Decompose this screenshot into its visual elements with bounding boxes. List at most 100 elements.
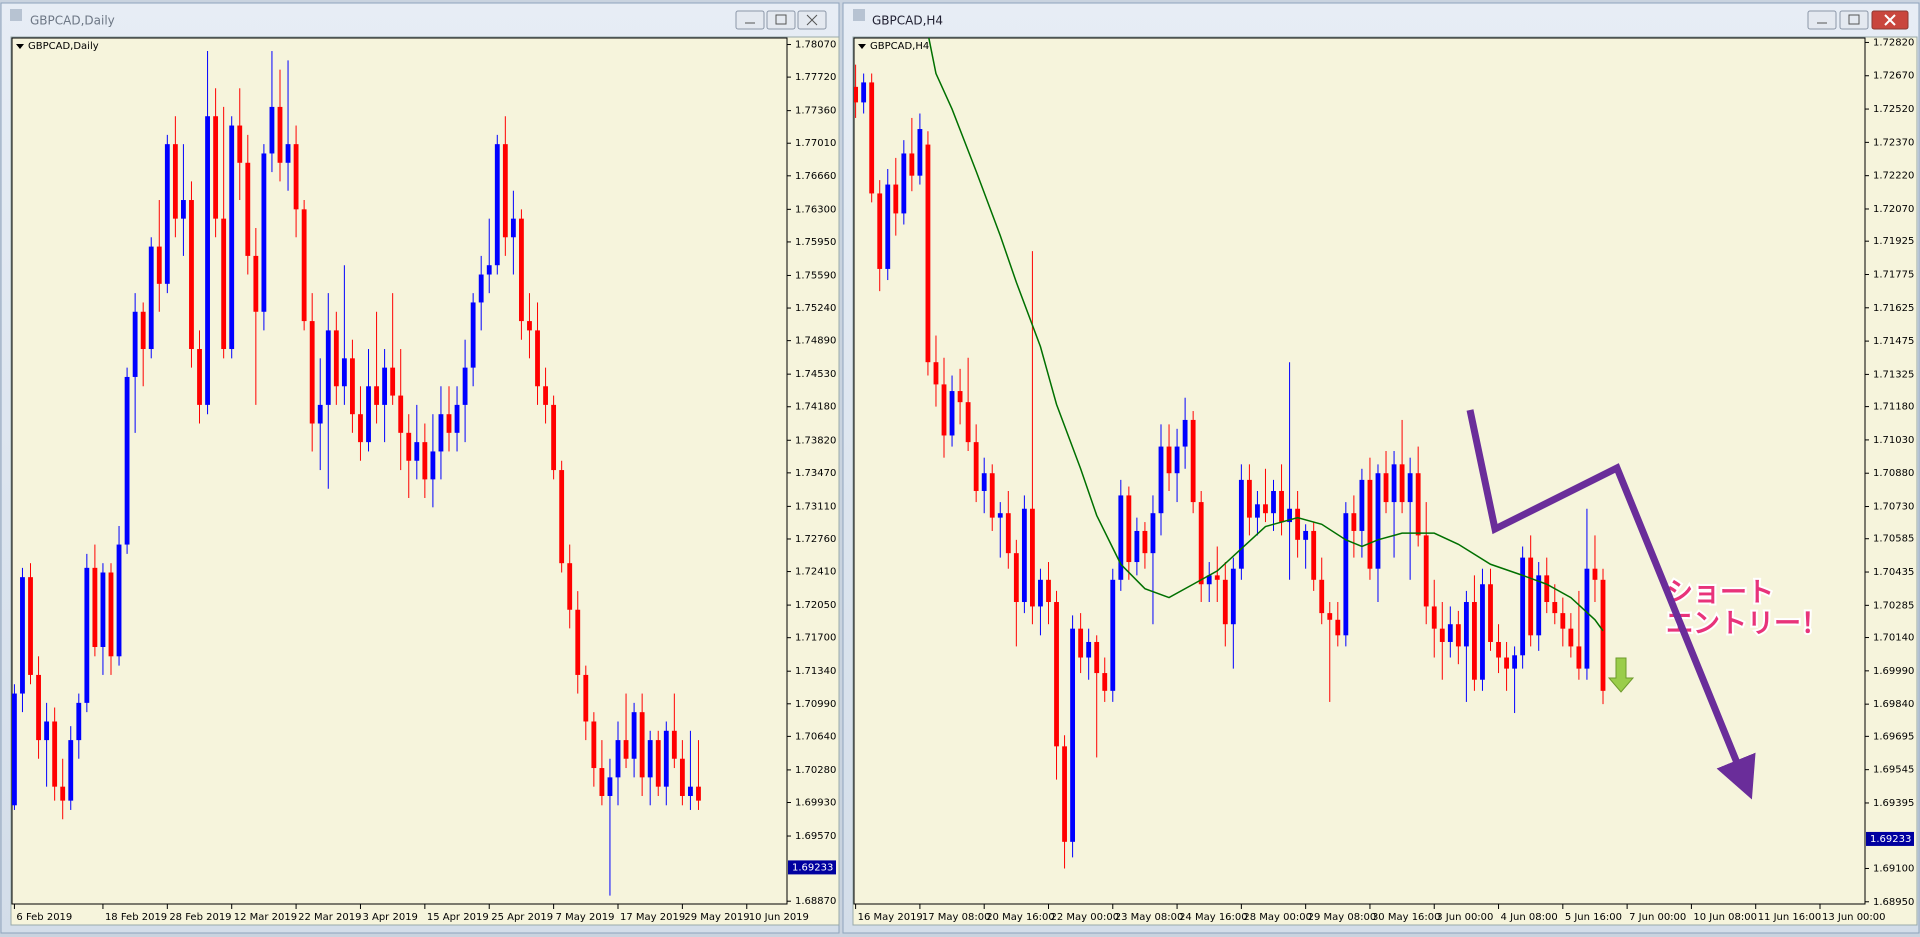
candle-body bbox=[1375, 473, 1381, 569]
y-tick-label: 1.69695 bbox=[1873, 731, 1914, 742]
candle-body bbox=[358, 414, 363, 443]
chart-label-icon bbox=[16, 44, 24, 49]
candle-body bbox=[575, 609, 581, 675]
candle-body bbox=[36, 674, 41, 741]
y-tick-label: 1.71180 bbox=[1873, 402, 1914, 413]
y-tick-label: 1.72820 bbox=[1873, 37, 1914, 48]
x-tick-label: 20 May 16:00 bbox=[986, 912, 1055, 923]
candle-body bbox=[1110, 579, 1116, 691]
candle-body bbox=[325, 330, 331, 405]
candle-body bbox=[1568, 628, 1574, 647]
candle-body bbox=[1439, 628, 1445, 642]
y-tick-label: 1.72220 bbox=[1873, 171, 1914, 182]
candle-body bbox=[478, 274, 484, 303]
candle-body bbox=[535, 330, 540, 387]
candle-body bbox=[390, 367, 396, 396]
candle-body bbox=[470, 302, 476, 368]
candle-body bbox=[1158, 446, 1164, 514]
candle-body bbox=[989, 473, 995, 518]
x-tick-label: 12 Mar 2019 bbox=[234, 912, 297, 923]
candle-body bbox=[639, 712, 645, 778]
candle-body bbox=[1086, 641, 1092, 658]
x-tick-label: 25 Apr 2019 bbox=[491, 912, 553, 923]
candle-body bbox=[172, 144, 178, 219]
candle-body bbox=[285, 144, 291, 163]
chart-label: GBPCAD,H4 bbox=[870, 41, 929, 52]
candle-body bbox=[1536, 575, 1542, 636]
y-tick-label: 1.75590 bbox=[795, 270, 836, 281]
candle-body bbox=[1343, 513, 1349, 636]
candle-body bbox=[446, 414, 452, 433]
y-tick-label: 1.71030 bbox=[1873, 435, 1914, 446]
candle-body bbox=[406, 432, 412, 461]
candle-body bbox=[1142, 530, 1148, 554]
candle-body bbox=[1263, 504, 1268, 514]
y-tick-label: 1.70585 bbox=[1873, 534, 1914, 545]
candle-body bbox=[12, 693, 17, 806]
candle-body bbox=[132, 311, 138, 377]
plot bbox=[854, 38, 1606, 869]
candle-body bbox=[1415, 473, 1421, 536]
y-tick-label: 1.77720 bbox=[795, 72, 836, 83]
candle-body bbox=[1198, 502, 1204, 585]
candle-body bbox=[1303, 530, 1309, 540]
candle-body bbox=[28, 577, 33, 675]
x-tick-label: 3 Apr 2019 bbox=[362, 912, 417, 923]
candle-body bbox=[671, 730, 677, 759]
x-tick-label: 30 May 16:00 bbox=[1372, 912, 1441, 923]
x-tick-label: 18 Feb 2019 bbox=[105, 912, 167, 923]
candle-body bbox=[997, 513, 1003, 518]
current-price-label: 1.69233 bbox=[792, 862, 833, 873]
candle-body bbox=[933, 362, 939, 385]
y-tick-label: 1.69930 bbox=[795, 798, 836, 809]
candle-body bbox=[398, 395, 404, 433]
candle-body bbox=[1295, 508, 1301, 540]
candle-body bbox=[333, 330, 339, 387]
candle-body bbox=[591, 721, 597, 769]
candle-body bbox=[1359, 479, 1365, 531]
window-icon bbox=[10, 9, 22, 21]
candle-body bbox=[245, 162, 251, 256]
candle-body bbox=[1584, 568, 1590, 669]
y-tick-label: 1.77010 bbox=[795, 138, 836, 149]
candle-body bbox=[1431, 606, 1437, 629]
y-tick-label: 1.71925 bbox=[1873, 236, 1914, 247]
y-tick-label: 1.69100 bbox=[1873, 863, 1914, 874]
candle-body bbox=[1134, 530, 1140, 563]
candle-body bbox=[567, 563, 573, 610]
candle-body bbox=[76, 702, 82, 741]
candle-body bbox=[205, 116, 210, 405]
candle-body bbox=[221, 218, 227, 350]
plot-border bbox=[11, 37, 788, 905]
candle-body bbox=[519, 218, 524, 322]
candle-body bbox=[583, 674, 589, 722]
plot-border bbox=[853, 37, 1866, 905]
window-buttons[interactable] bbox=[1807, 10, 1909, 30]
candle-body bbox=[44, 721, 50, 741]
candle-body bbox=[1174, 446, 1180, 474]
candle-body bbox=[1255, 504, 1260, 518]
candle-body bbox=[949, 391, 955, 436]
x-tick-label: 29 May 2019 bbox=[684, 912, 749, 923]
window-buttons[interactable] bbox=[735, 10, 827, 30]
candle-body bbox=[909, 153, 915, 176]
x-tick-label: 24 May 16:00 bbox=[1179, 912, 1248, 923]
x-tick-label: 22 Mar 2019 bbox=[298, 912, 361, 923]
candle-body bbox=[229, 125, 235, 350]
moving-average bbox=[928, 38, 1604, 632]
candle-body bbox=[1351, 513, 1357, 531]
y-tick-label: 1.73470 bbox=[795, 468, 836, 479]
x-tick-label: 7 Jun 00:00 bbox=[1629, 912, 1686, 923]
window-title: GBPCAD,H4 bbox=[872, 14, 943, 28]
annotation: ショート bbox=[1666, 578, 1774, 609]
y-tick-label: 1.71325 bbox=[1873, 369, 1914, 380]
candle-body bbox=[108, 572, 114, 657]
candle-body bbox=[885, 184, 891, 269]
y-tick-label: 1.70990 bbox=[795, 699, 836, 710]
current-price-box bbox=[1866, 831, 1914, 846]
candle-body bbox=[1528, 557, 1534, 636]
candle-body bbox=[973, 442, 979, 491]
candle-body bbox=[1126, 495, 1132, 563]
y-tick-label: 1.71625 bbox=[1873, 303, 1914, 314]
candle-body bbox=[1327, 613, 1333, 620]
